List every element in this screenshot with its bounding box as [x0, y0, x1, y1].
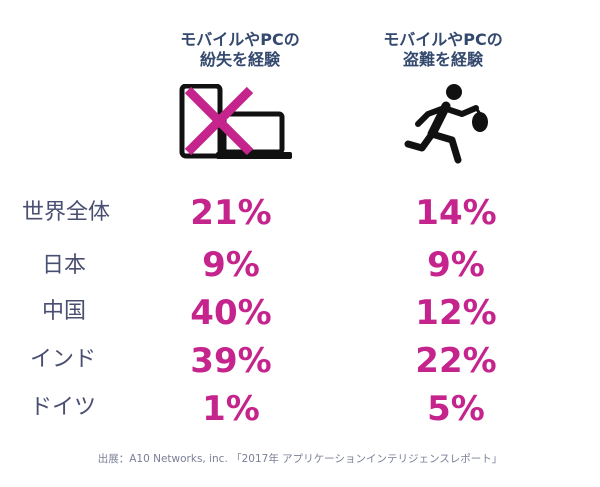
source-note: 出展：A10 Networks, inc. 「2017年 アプリケーションインテ…: [97, 453, 503, 465]
money-bag: [472, 112, 488, 132]
row-label-germany: ドイツ: [30, 395, 97, 420]
runner-leg-back: [404, 130, 436, 152]
lost-devices-icon: [179, 84, 292, 159]
money-bag-tie: [474, 107, 482, 115]
theft-runner-icon: [404, 84, 488, 164]
value-japan-theft: 9%: [427, 245, 485, 285]
value-world-theft: 14%: [415, 193, 497, 233]
value-china-theft: 12%: [415, 293, 497, 333]
column-header-lost-line2: 紛失を経験: [199, 50, 280, 69]
row-label-china: 中国: [42, 299, 87, 324]
laptop-base: [216, 152, 292, 159]
column-header-lost: モバイルやPCの 紛失を経験: [145, 30, 335, 70]
value-china-lost: 40%: [190, 293, 272, 333]
cross-line-2: [184, 86, 254, 156]
value-japan-lost: 9%: [202, 245, 260, 285]
value-world-lost: 21%: [190, 193, 272, 233]
row-label-world: 世界全体: [22, 200, 111, 225]
column-header-theft-line2: 盗難を経験: [402, 50, 483, 69]
value-germany-lost: 1%: [202, 389, 260, 429]
runner-leg-front: [428, 130, 462, 164]
value-india-theft: 22%: [415, 341, 497, 381]
runner-arm-back: [415, 105, 447, 127]
row-label-japan: 日本: [42, 253, 87, 278]
column-header-lost-line1: モバイルやPCの: [180, 30, 300, 49]
runner-arm-front: [441, 105, 479, 117]
column-header-theft-line1: モバイルやPCの: [383, 30, 503, 49]
runner-head: [446, 84, 462, 100]
value-germany-theft: 5%: [427, 389, 485, 429]
row-label-india: インド: [30, 347, 97, 372]
value-india-lost: 39%: [190, 341, 272, 381]
column-header-theft: モバイルやPCの 盗難を経験: [348, 30, 538, 70]
